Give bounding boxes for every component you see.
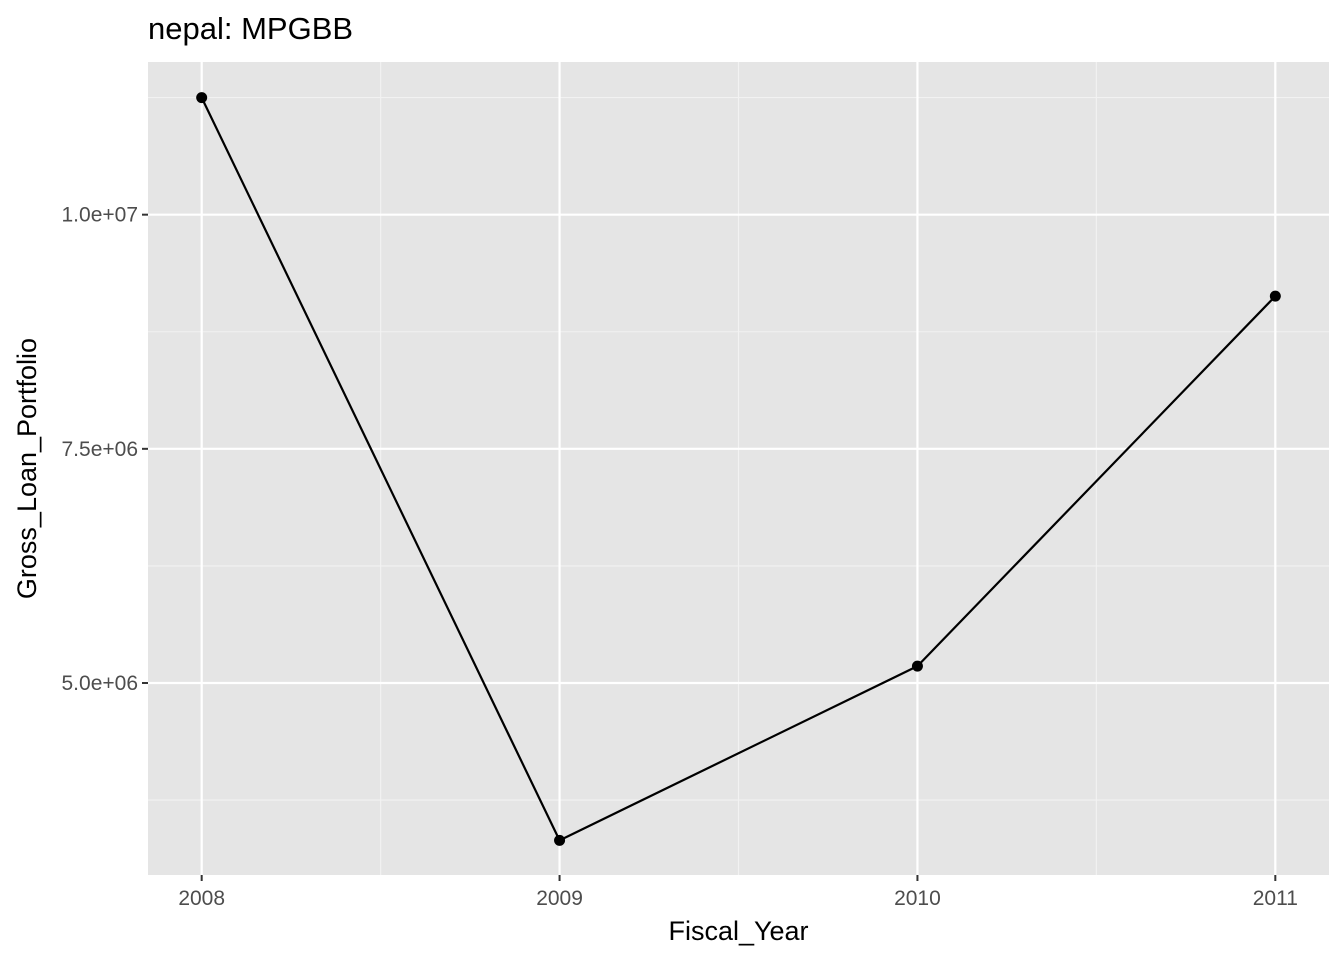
y-axis: 5.0e+06 7.5e+06 1.0e+07 <box>62 204 148 695</box>
y-tick-label: 5.0e+06 <box>62 672 139 695</box>
series-line <box>200 97 1277 842</box>
x-axis-title: Fiscal_Year <box>668 916 808 946</box>
x-tick-label: 2008 <box>178 887 225 910</box>
x-tick-label: 2010 <box>894 887 941 910</box>
major-gridlines <box>148 62 1329 875</box>
x-tick-label: 2009 <box>536 887 583 910</box>
minor-gridlines <box>148 62 1329 875</box>
y-axis-title: Gross_Loan_Portfolio <box>12 338 42 599</box>
x-axis: 2008 2009 2010 2011 <box>178 875 1298 910</box>
data-point <box>196 92 208 104</box>
chart-title: nepal: MPGBB <box>148 11 353 46</box>
data-point <box>1269 290 1281 302</box>
y-tick-label: 1.0e+07 <box>62 204 139 227</box>
y-tick-label: 7.5e+06 <box>62 438 139 461</box>
x-tick-label: 2011 <box>1253 887 1298 910</box>
data-point <box>911 660 923 672</box>
series-layer <box>196 92 1281 846</box>
data-point <box>554 834 566 846</box>
